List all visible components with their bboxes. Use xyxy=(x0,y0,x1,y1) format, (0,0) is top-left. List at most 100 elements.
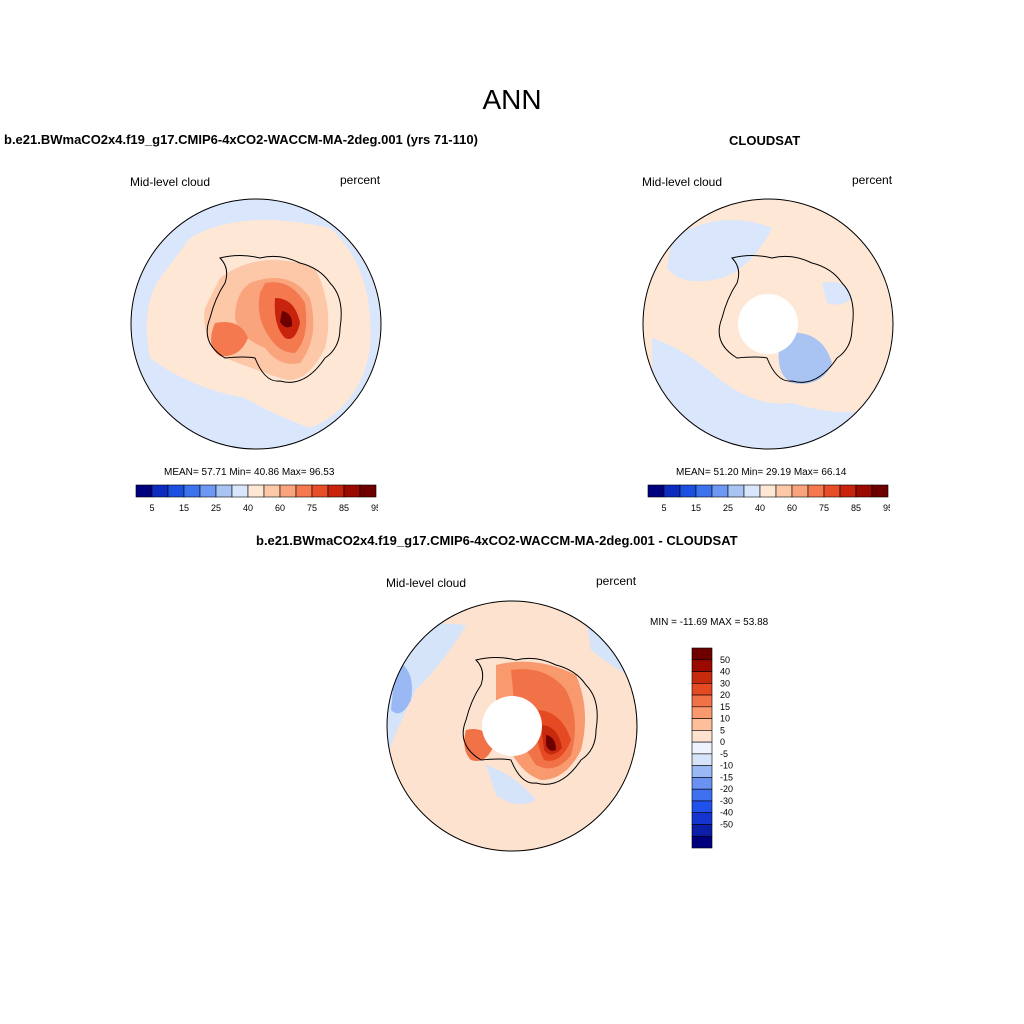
obs-stats: MEAN= 51.20 Min= 29.19 Max= 66.14 xyxy=(676,467,847,478)
obs-case-title: CLOUDSAT xyxy=(729,133,801,148)
test-colorbar-swatch xyxy=(359,484,377,498)
diff-colorbar-swatch xyxy=(691,788,713,802)
diff-colorbar-swatch xyxy=(691,671,713,684)
obs-colorbar-swatch xyxy=(855,484,873,498)
test-colorbar-swatch xyxy=(199,484,217,498)
diff-colorbar-tick-label: 5 xyxy=(720,725,725,735)
test-colorbar-tick-label: 85 xyxy=(339,503,349,513)
obs-colorbar-swatch xyxy=(711,484,729,498)
test-contour-95 xyxy=(280,311,293,328)
obs-colorbar-tick-label: 85 xyxy=(851,503,861,513)
test-case-title: b.e21.BWmaCO2x4.f19_g17.CMIP6-4xCO2-WACC… xyxy=(4,132,478,147)
diff-colorbar-swatch xyxy=(691,647,713,661)
diff-case-title: b.e21.BWmaCO2x4.f19_g17.CMIP6-4xCO2-WACC… xyxy=(256,533,738,548)
obs-contour-low-east xyxy=(822,282,852,305)
obs-colorbar-tick-label: 40 xyxy=(755,503,765,513)
test-colorbar-tick-label: 15 xyxy=(179,503,189,513)
obs-colorbar-swatch xyxy=(807,484,825,498)
diff-missing-data-hole xyxy=(482,696,542,756)
obs-colorbar-swatch xyxy=(679,484,697,498)
diff-colorbar-tick-label: -15 xyxy=(720,772,733,782)
diff-colorbar-tick-label: 30 xyxy=(720,678,730,688)
obs-colorbar-tick-label: 15 xyxy=(691,503,701,513)
diff-colorbar-tick-label: -5 xyxy=(720,749,728,759)
test-colorbar: 5 15 25 40 60 75 85 95 xyxy=(135,484,378,513)
diff-colorbar-tick-label: -40 xyxy=(720,808,733,818)
test-colorbar-swatch xyxy=(311,484,329,498)
test-colorbar-swatch xyxy=(231,484,249,498)
obs-colorbar-swatch xyxy=(743,484,761,498)
diff-colorbar-tick-label: 50 xyxy=(720,655,730,665)
test-colorbar-swatch xyxy=(327,484,345,498)
test-colorbar-tick-label: 95 xyxy=(371,503,378,513)
obs-colorbar-swatch xyxy=(663,484,681,498)
test-colorbar-swatch xyxy=(343,484,361,498)
diff-colorbar-swatch xyxy=(691,765,713,778)
main-title: ANN xyxy=(482,84,542,115)
diff-colorbar-swatch xyxy=(691,835,713,849)
diff-variable-label: Mid-level cloud xyxy=(386,576,467,590)
test-colorbar-swatch xyxy=(247,484,265,498)
diff-colorbar-swatch xyxy=(691,659,713,672)
test-colorbar-swatch xyxy=(279,484,297,498)
obs-contour-low-south xyxy=(652,338,872,449)
obs-units-label: percent xyxy=(852,173,893,187)
obs-colorbar-tick-label: 25 xyxy=(723,503,733,513)
obs-missing-data-hole xyxy=(738,294,798,354)
diff-contour-neg-south xyxy=(486,765,536,804)
diff-colorbar-tick-label: -30 xyxy=(720,796,733,806)
diff-colorbar-tick-label: -20 xyxy=(720,784,733,794)
obs-contour-low-west xyxy=(667,220,772,282)
obs-colorbar-tick-label: 5 xyxy=(661,503,666,513)
obs-coastline xyxy=(718,255,854,383)
test-colorbar-swatch xyxy=(183,484,201,498)
test-variable-label: Mid-level cloud xyxy=(130,175,211,189)
obs-colorbar-swatch xyxy=(695,484,713,498)
obs-map xyxy=(642,198,894,450)
diff-coastline xyxy=(462,657,598,785)
diff-stats: MIN = -11.69 MAX = 53.88 xyxy=(650,617,769,628)
test-map xyxy=(130,198,382,450)
diff-colorbar-tick-label: 20 xyxy=(720,690,730,700)
diff-colorbar-swatch xyxy=(691,694,713,708)
diff-colorbar-swatch xyxy=(691,800,713,814)
obs-colorbar-swatch xyxy=(759,484,777,498)
test-colorbar-tick-label: 75 xyxy=(307,503,317,513)
obs-colorbar-swatch xyxy=(823,484,841,498)
obs-colorbar: 5 15 25 40 60 75 85 95 xyxy=(647,484,890,513)
obs-colorbar-swatch xyxy=(839,484,857,498)
test-units-label: percent xyxy=(340,173,381,187)
obs-map-border xyxy=(642,198,894,450)
diff-colorbar-swatch xyxy=(691,824,713,837)
test-colorbar-swatch xyxy=(263,484,281,498)
diff-colorbar-swatch xyxy=(691,706,713,719)
diff-map xyxy=(386,600,638,852)
diff-colorbar-swatch xyxy=(691,718,713,731)
diff-colorbar-swatch xyxy=(691,730,713,743)
diff-map-border xyxy=(386,600,638,852)
diff-colorbar-swatch xyxy=(691,753,713,766)
diff-colorbar-swatch xyxy=(691,777,713,790)
diff-colorbar-tick-label: -50 xyxy=(720,819,733,829)
obs-colorbar-swatch xyxy=(871,484,889,498)
diff-colorbar-swatch xyxy=(691,812,713,825)
test-colorbar-swatch xyxy=(135,484,153,498)
diff-colorbar-swatch xyxy=(691,741,713,755)
diff-contour-pos-50 xyxy=(546,735,556,751)
diff-colorbar-tick-label: 10 xyxy=(720,714,730,724)
test-colorbar-tick-label: 25 xyxy=(211,503,221,513)
obs-colorbar-swatch xyxy=(791,484,809,498)
test-colorbar-tick-label: 5 xyxy=(149,503,154,513)
obs-variable-label: Mid-level cloud xyxy=(642,175,723,189)
diff-colorbar-swatch xyxy=(691,682,713,696)
diff-colorbar-tick-label: -10 xyxy=(720,761,733,771)
obs-colorbar-tick-label: 75 xyxy=(819,503,829,513)
obs-colorbar-swatch xyxy=(647,484,665,498)
test-coastline xyxy=(206,255,342,383)
obs-contour-low-core xyxy=(778,332,832,384)
test-colorbar-tick-label: 60 xyxy=(275,503,285,513)
diff-units-label: percent xyxy=(596,574,637,588)
test-stats: MEAN= 57.71 Min= 40.86 Max= 96.53 xyxy=(164,467,335,478)
test-map-border xyxy=(130,198,382,450)
